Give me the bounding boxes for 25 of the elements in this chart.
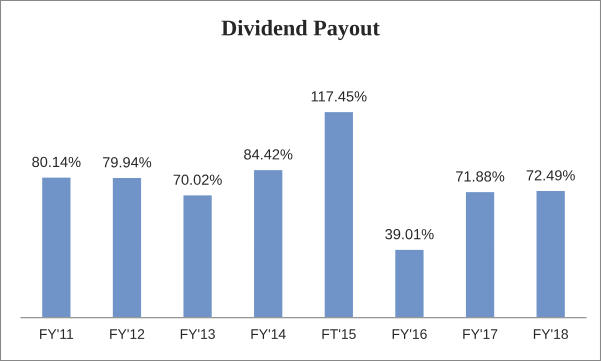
data-label: 79.94% xyxy=(102,157,152,168)
data-label: 80.14% xyxy=(32,156,81,168)
x-tick-label: FY'12 xyxy=(110,329,144,339)
bar xyxy=(252,168,284,318)
bar xyxy=(394,248,425,318)
data-label: 72.49% xyxy=(526,170,575,181)
x-tick-label: FY'18 xyxy=(534,329,568,339)
data-label: 117.45% xyxy=(312,91,367,102)
x-tick-label: FY'14 xyxy=(251,329,286,339)
x-tick-label: FY'11 xyxy=(40,329,74,339)
bar xyxy=(182,194,214,318)
data-label: 84.42% xyxy=(244,149,292,160)
x-tick-label: FT'15 xyxy=(322,329,356,339)
bar xyxy=(111,176,142,318)
bar xyxy=(40,176,72,318)
data-label: 39.01% xyxy=(385,229,434,240)
bar xyxy=(464,190,496,318)
data-label: 70.02% xyxy=(174,174,222,185)
x-tick-label: FY'17 xyxy=(463,329,498,339)
chart-title: Dividend Payout xyxy=(222,20,380,40)
x-tick-label: FY'16 xyxy=(392,329,427,339)
bar xyxy=(323,110,354,318)
x-tick-label: FY'13 xyxy=(180,329,215,339)
bar xyxy=(535,190,566,318)
data-label: 71.88% xyxy=(456,171,504,182)
